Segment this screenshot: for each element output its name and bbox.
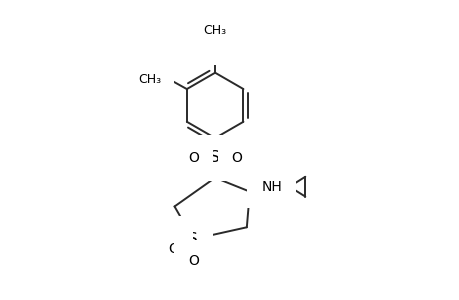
Text: O: O (209, 37, 220, 51)
Text: NH: NH (261, 180, 281, 194)
Text: O: O (231, 151, 242, 165)
Text: CH₃: CH₃ (138, 73, 161, 86)
Text: O: O (168, 242, 179, 256)
Text: S: S (188, 232, 198, 247)
Text: CH₃: CH₃ (203, 24, 226, 37)
Text: O: O (187, 151, 198, 165)
Text: S: S (210, 150, 219, 165)
Text: O: O (187, 254, 198, 268)
